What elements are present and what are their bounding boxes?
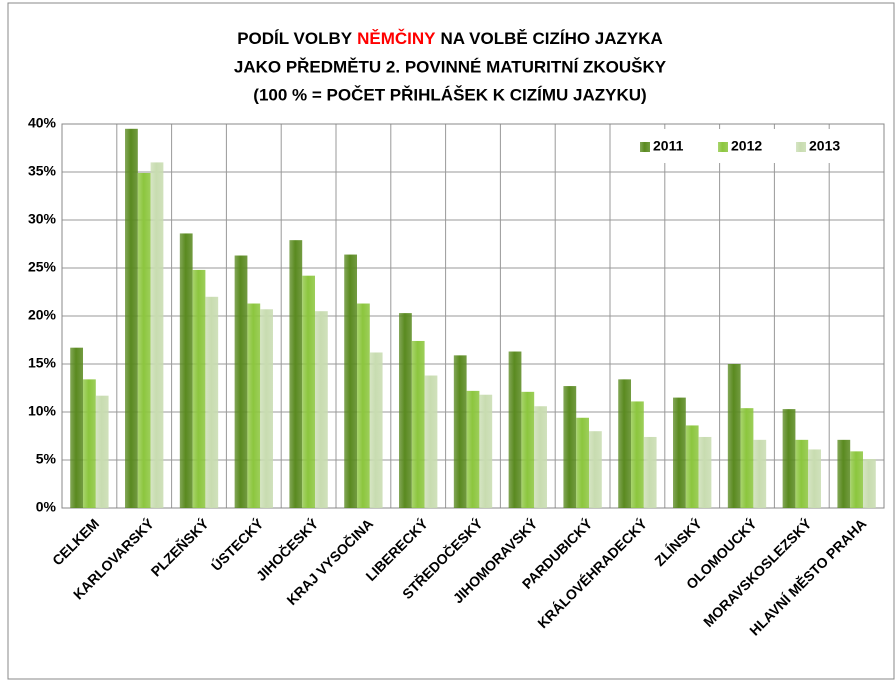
bar: [83, 379, 96, 508]
bar: [753, 439, 767, 508]
title-part: NA VOLBĚ CIZÍHO JAZYKA: [441, 29, 663, 48]
bar: [344, 254, 358, 508]
legend-label: 2011: [653, 138, 684, 154]
bar: [618, 379, 632, 508]
bar: [234, 255, 248, 508]
bar: [179, 233, 193, 508]
bar: [125, 128, 138, 509]
y-tick-label: 20%: [28, 307, 57, 323]
bar: [588, 431, 602, 508]
bar: [150, 162, 164, 508]
y-tick-label: 10%: [28, 403, 57, 419]
bar: [631, 401, 644, 508]
bar: [685, 425, 699, 508]
bar: [698, 436, 712, 508]
bar: [411, 340, 425, 508]
bar: [192, 269, 206, 508]
bar: [862, 459, 876, 508]
bar: [70, 347, 84, 508]
bar: [837, 439, 851, 508]
legend-swatch: [796, 142, 806, 152]
legend-swatch: [640, 142, 650, 152]
bar: [302, 275, 315, 508]
bar: [453, 355, 467, 508]
title-part: NĚMČINY: [357, 29, 436, 48]
bar: [643, 436, 657, 508]
y-tick-label: 40%: [28, 115, 57, 131]
bar: [795, 439, 809, 508]
title-part: PODÍL VOLBY: [237, 29, 353, 48]
legend-label: 2012: [731, 138, 762, 154]
y-tick-label: 15%: [28, 355, 57, 371]
bar: [782, 409, 796, 508]
bar: [95, 395, 109, 508]
y-tick-label: 0%: [36, 499, 57, 515]
bar: [399, 313, 412, 508]
bar: [850, 451, 863, 508]
bar: [521, 391, 535, 508]
chart-title: PODÍL VOLBY NĚMČINY NA VOLBĚ CIZÍHO JAZYKA: [237, 29, 663, 48]
chart-title: JAKO PŘEDMĚTU 2. POVINNÉ MATURITNÍ ZKOUŠ…: [234, 57, 667, 76]
bar: [576, 417, 589, 508]
bar: [357, 303, 370, 508]
bar: [260, 309, 273, 508]
bar: [137, 172, 151, 508]
bar: [247, 303, 261, 508]
bar: [727, 364, 741, 508]
bar: [424, 375, 438, 508]
chart-title: (100 % = POČET PŘIHLÁŠEK K CIZÍMU JAZYKU…: [253, 85, 646, 104]
bar: [673, 397, 686, 508]
legend-label: 2013: [809, 138, 840, 154]
bar: [534, 406, 547, 508]
y-tick-label: 5%: [36, 451, 57, 467]
legend-swatch: [718, 142, 728, 152]
legend-box: [630, 129, 870, 163]
y-tick-label: 30%: [28, 211, 57, 227]
bar: [508, 351, 522, 508]
bar: [314, 311, 328, 508]
bar: [479, 394, 493, 508]
bar: [740, 408, 754, 508]
bar: [466, 390, 480, 508]
bar: [369, 352, 383, 508]
y-tick-label: 25%: [28, 259, 57, 275]
bar: [205, 296, 219, 508]
y-tick-label: 35%: [28, 163, 57, 179]
bar: [289, 240, 303, 508]
bar: [808, 449, 821, 508]
bar: [563, 386, 577, 508]
